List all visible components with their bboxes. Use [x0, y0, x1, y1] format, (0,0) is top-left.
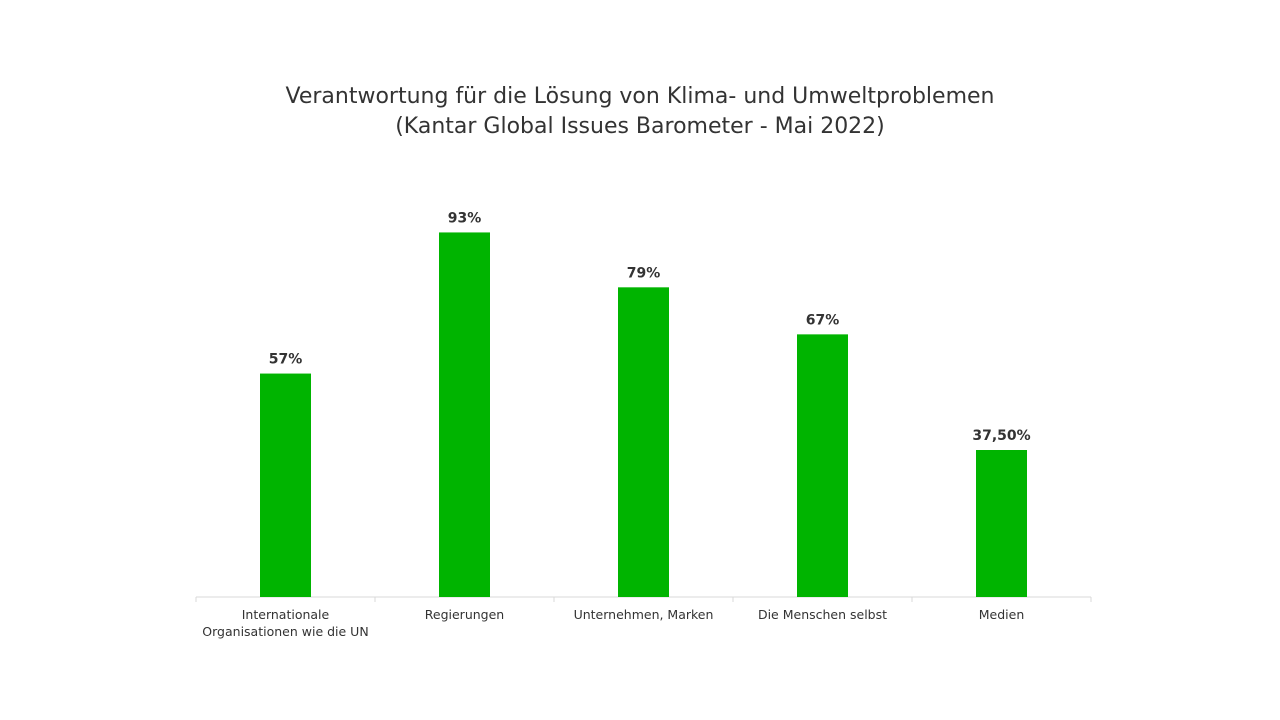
category-label-line: Unternehmen, Marken — [574, 607, 714, 622]
category-label: Regierungen — [425, 607, 504, 622]
category-label-line: Die Menschen selbst — [758, 607, 887, 622]
bar — [797, 334, 848, 597]
category-label-line: Medien — [979, 607, 1025, 622]
bar — [260, 373, 311, 597]
data-label: 79% — [627, 265, 661, 281]
category-label-line: Organisationen wie die UN — [202, 624, 368, 639]
category-label-line: Internationale — [242, 607, 330, 622]
data-label: 93% — [448, 210, 482, 226]
category-label: Internationale Organisationen wie die UN — [202, 607, 368, 639]
chart-subtitle: (Kantar Global Issues Barometer - Mai 20… — [395, 114, 885, 139]
category-label: Unternehmen, Marken — [574, 607, 714, 622]
chart-title-block: Verantwortung für die Lösung von Klima- … — [0, 82, 1280, 142]
category-label-line: Regierungen — [425, 607, 504, 622]
data-label: 37,50% — [972, 428, 1030, 444]
data-label: 67% — [806, 312, 840, 328]
data-label: 57% — [269, 352, 303, 368]
category-label: Die Menschen selbst — [758, 607, 887, 622]
bar — [618, 287, 669, 597]
category-label: Medien — [979, 607, 1025, 622]
bar — [439, 232, 490, 597]
bar — [976, 450, 1027, 597]
chart-title: Verantwortung für die Lösung von Klima- … — [285, 84, 995, 109]
